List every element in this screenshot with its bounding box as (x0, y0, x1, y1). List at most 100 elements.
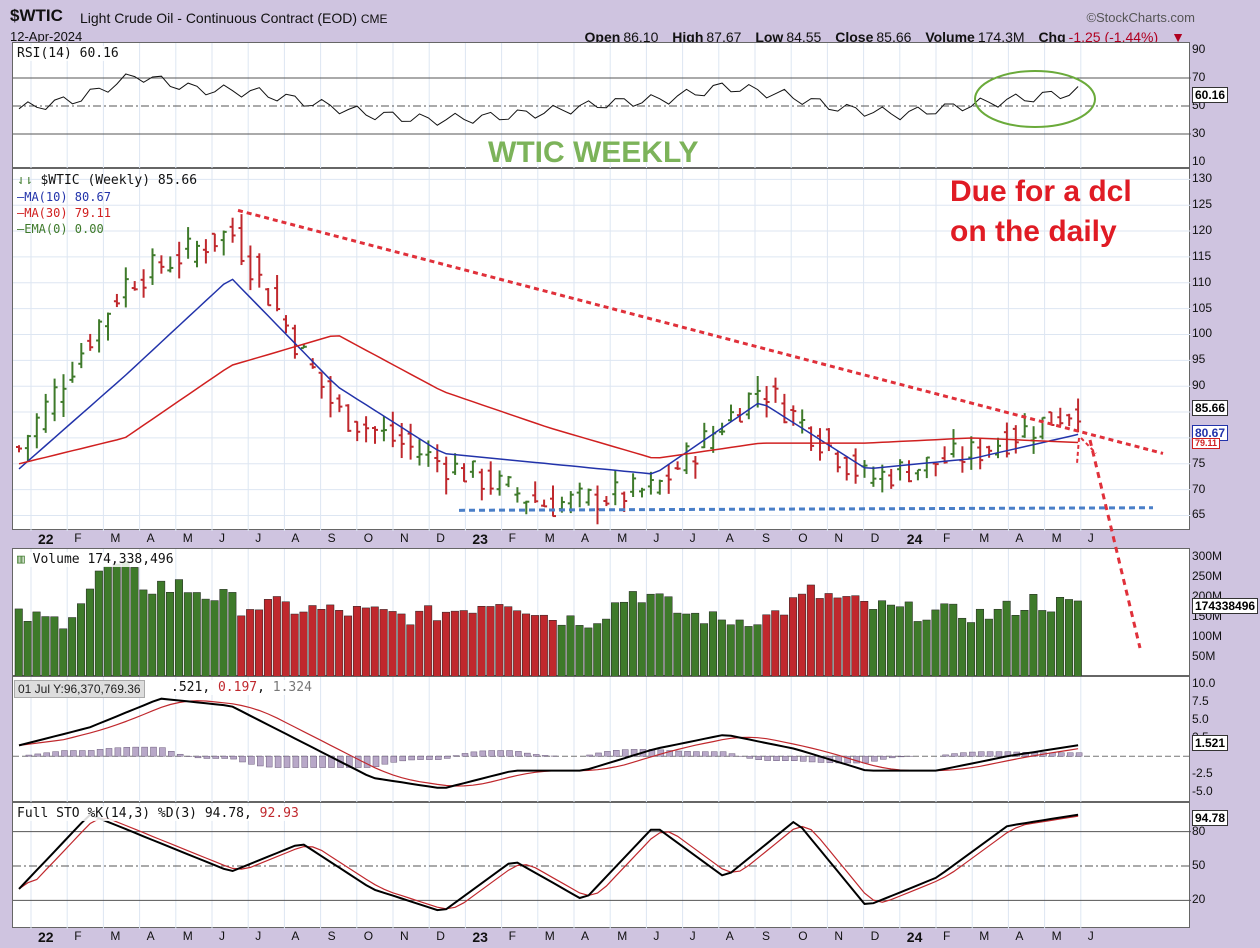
macd-histogram-bar (871, 755, 878, 762)
month-label: A (725, 531, 734, 545)
macd-histogram-bar (791, 755, 798, 761)
month-label: M (1051, 531, 1062, 545)
volume-bar (344, 615, 353, 677)
macd-histogram-bar (399, 755, 406, 762)
ema-label: —EMA(0) 0.00 (17, 222, 104, 236)
projection-arrow (1080, 437, 1097, 455)
volume-axis-tick: 100M (1192, 629, 1223, 643)
macd-histogram-bar (799, 755, 807, 762)
macd-histogram-bar (452, 755, 460, 757)
month-label: M (979, 531, 990, 545)
macd-histogram-bar (70, 750, 77, 757)
month-label: M (617, 531, 628, 545)
volume-axis-tick: 50M (1192, 649, 1216, 663)
downtrend-line (237, 208, 1164, 455)
macd-histogram-bar (995, 751, 1003, 757)
volume-bar (717, 619, 726, 677)
volume-bar (940, 603, 949, 677)
ma10-label: —MA(10) 80.67 (17, 190, 111, 204)
volume-label: ▥ Volume 174,338,496 (17, 552, 174, 567)
volume-bar (433, 620, 442, 677)
volume-bar (851, 595, 860, 677)
volume-bar (895, 606, 904, 677)
month-label: 22 (38, 929, 54, 945)
month-label: A (1015, 929, 1024, 943)
sto-plot (13, 803, 1191, 929)
month-label: M (1051, 929, 1062, 943)
macd-histogram-bar (960, 752, 967, 757)
macd-histogram-bar (595, 752, 602, 757)
volume-bar (370, 606, 379, 677)
volume-bar (477, 605, 486, 677)
volume-bar (744, 626, 753, 677)
candle-icon: ⇃⇂ (17, 173, 33, 188)
volume-bar (14, 608, 23, 677)
volume-bar (459, 610, 468, 677)
volume-bar (68, 617, 77, 677)
sto-axis-tick: 80 (1192, 823, 1206, 838)
volume-bar (575, 625, 584, 677)
volume-bar (450, 610, 459, 677)
macd-histogram-bar (515, 751, 522, 757)
volume-bar (281, 601, 290, 677)
rsi-panel: RSI(14) 60.16 (12, 42, 1191, 169)
month-label: A (1015, 531, 1024, 545)
macd-histogram-bar (488, 750, 495, 757)
price-axis-tick: 130 (1192, 171, 1213, 186)
volume-bar (1064, 599, 1073, 677)
macd-histogram-bar (880, 755, 887, 760)
volume-bar (415, 610, 424, 677)
volume-bar (379, 609, 388, 677)
macd-histogram-bar (977, 751, 985, 757)
date: 12-Apr-2024 (10, 29, 83, 44)
volume-bar (646, 593, 655, 677)
rsi-axis-tick: 30 (1192, 126, 1206, 140)
macd-histogram-bar (417, 755, 424, 760)
volume-bar (602, 618, 611, 677)
macd-histogram-bar (719, 751, 727, 757)
volume-bar (1038, 610, 1047, 677)
macd-histogram-bar (274, 755, 282, 768)
volume-bar (77, 603, 86, 677)
price-last-tag: 85.66 (1192, 400, 1229, 416)
macd-histogram-bar (782, 755, 789, 761)
macd-histogram-bar (773, 755, 780, 761)
volume-bar (166, 591, 175, 677)
month-label: D (870, 929, 880, 943)
brand-logo: ©StockCharts.com (1086, 10, 1195, 25)
volume-bar (682, 613, 691, 677)
macd-histogram-bar (1066, 752, 1074, 757)
macd-histogram-bar (319, 755, 326, 768)
macd-plot (13, 677, 1191, 803)
volume-bar (984, 618, 993, 677)
macd-histogram-bar (61, 750, 68, 757)
volume-bar (824, 593, 833, 677)
macd-histogram-bar (390, 755, 398, 763)
macd-histogram-bar (684, 751, 691, 757)
macd-histogram-bar (221, 755, 228, 759)
macd-histogram-bar (239, 755, 246, 763)
macd-histogram-bar (604, 751, 611, 757)
macd-histogram-bar (159, 747, 166, 757)
macd-histogram-bar (150, 746, 157, 757)
macd-axis-tick: 5.0 (1192, 712, 1209, 727)
volume-bar (780, 614, 789, 677)
macd-histogram-bar (426, 755, 433, 760)
volume-bar (85, 588, 94, 677)
volume-bar (673, 612, 682, 677)
macd-histogram-bar (621, 749, 629, 757)
macd-histogram-bar (586, 754, 593, 757)
volume-bar (726, 624, 735, 677)
volume-bar (1073, 600, 1082, 677)
macd-tag: 1.521 (1192, 735, 1229, 751)
volume-bar (566, 615, 575, 677)
volume-bar (771, 610, 780, 677)
macd-histogram-bar (310, 755, 317, 768)
macd-histogram-bar (524, 752, 531, 757)
volume-bar (326, 604, 335, 677)
month-label: F (74, 929, 82, 943)
volume-bar (94, 570, 103, 677)
month-label: D (436, 929, 445, 943)
macd-histogram-bar (764, 755, 771, 761)
macd-histogram-bar (693, 751, 700, 757)
